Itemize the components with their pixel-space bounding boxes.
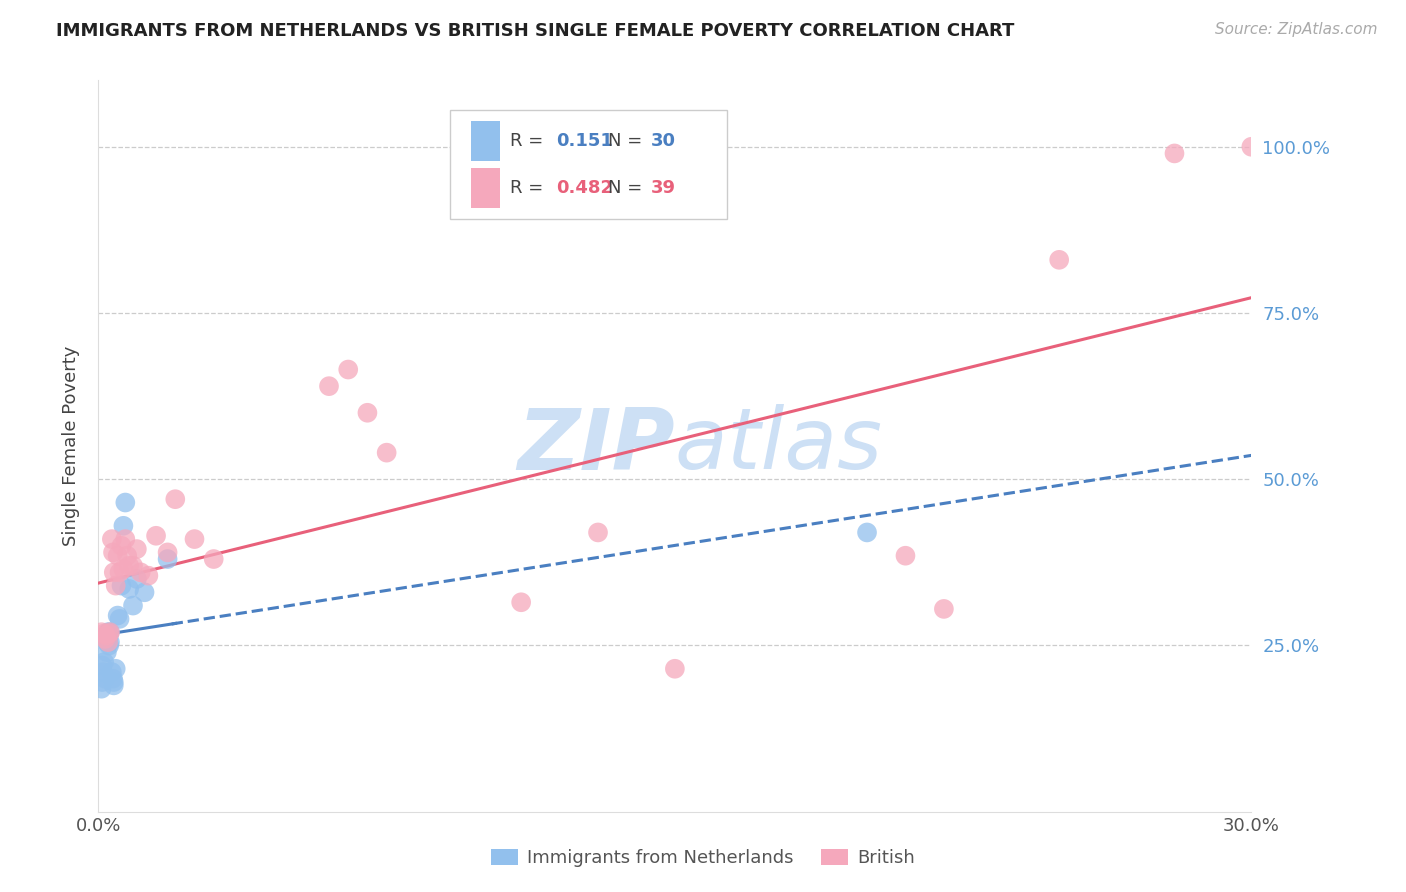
Point [98, 635, 121, 649]
Point [118, 582, 141, 596]
Point [103, 566, 125, 580]
Point [156, 552, 179, 566]
Point [97, 632, 120, 646]
Text: N =: N = [607, 132, 648, 150]
Point [90, 681, 112, 696]
Point [129, 566, 152, 580]
Point [97, 635, 120, 649]
Text: R =: R = [510, 179, 548, 197]
Point [125, 542, 148, 557]
Legend: Immigrants from Netherlands, British: Immigrants from Netherlands, British [484, 841, 922, 874]
Point [114, 532, 136, 546]
Point [97, 625, 120, 640]
Point [375, 445, 398, 459]
Point [96, 645, 118, 659]
Point [101, 665, 124, 679]
Point [145, 529, 167, 543]
Point [94, 672, 117, 686]
Text: 0.482: 0.482 [557, 179, 613, 197]
Point [103, 675, 125, 690]
Point [101, 532, 124, 546]
Point [108, 566, 131, 580]
Point [107, 608, 129, 623]
Point [110, 579, 132, 593]
Point [586, 525, 609, 540]
Point [94, 628, 117, 642]
Point [91, 658, 114, 673]
Point [894, 549, 917, 563]
Point [98, 639, 121, 653]
Text: N =: N = [607, 179, 648, 197]
Point [91, 665, 114, 679]
Text: IMMIGRANTS FROM NETHERLANDS VS BRITISH SINGLE FEMALE POVERTY CORRELATION CHART: IMMIGRANTS FROM NETHERLANDS VS BRITISH S… [56, 22, 1015, 40]
Point [510, 595, 533, 609]
Point [93, 626, 115, 640]
Point [101, 672, 124, 686]
Point [122, 558, 145, 573]
Point [94, 628, 117, 642]
Point [98, 625, 121, 640]
Text: Source: ZipAtlas.com: Source: ZipAtlas.com [1215, 22, 1378, 37]
Point [134, 585, 156, 599]
Point [94, 632, 117, 646]
Point [98, 626, 121, 640]
Point [202, 552, 225, 566]
Text: atlas: atlas [675, 404, 883, 488]
Point [103, 678, 125, 692]
Point [183, 532, 205, 546]
Text: ZIP: ZIP [517, 404, 675, 488]
Point [107, 549, 129, 563]
Point [318, 379, 340, 393]
Point [93, 655, 115, 669]
Point [108, 612, 131, 626]
FancyBboxPatch shape [450, 110, 727, 219]
Point [125, 572, 148, 586]
FancyBboxPatch shape [471, 168, 499, 209]
Point [156, 545, 179, 559]
Text: 30: 30 [651, 132, 676, 150]
Point [356, 406, 378, 420]
Text: 0.151: 0.151 [557, 132, 613, 150]
Point [932, 602, 955, 616]
Point [1163, 146, 1185, 161]
Point [117, 549, 139, 563]
Point [101, 545, 124, 559]
Point [112, 562, 135, 576]
Point [337, 362, 360, 376]
Point [664, 662, 686, 676]
Point [118, 558, 141, 573]
Point [110, 539, 132, 553]
Point [91, 675, 114, 690]
FancyBboxPatch shape [471, 120, 499, 161]
Point [104, 662, 127, 676]
Text: 39: 39 [651, 179, 676, 197]
Point [138, 568, 160, 582]
Point [1047, 252, 1070, 267]
Point [856, 525, 879, 540]
Point [112, 518, 135, 533]
Point [1240, 140, 1263, 154]
Y-axis label: Single Female Poverty: Single Female Poverty [62, 346, 80, 546]
Point [114, 495, 136, 509]
Point [104, 579, 127, 593]
Point [98, 625, 121, 640]
Point [122, 599, 145, 613]
Point [90, 625, 112, 640]
Point [96, 635, 118, 649]
Text: R =: R = [510, 132, 548, 150]
Point [165, 492, 187, 507]
